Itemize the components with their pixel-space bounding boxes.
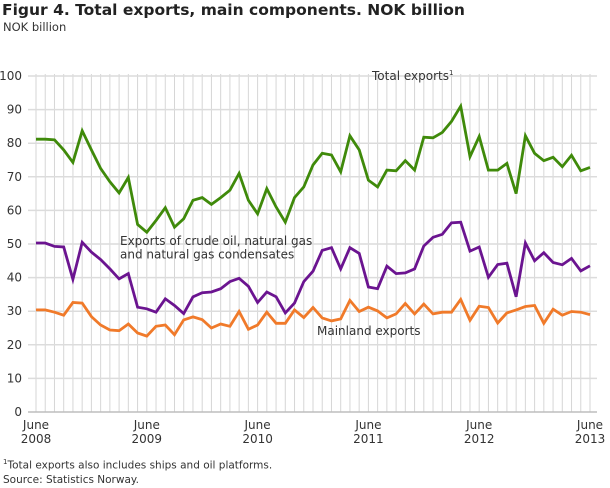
y-tick-label: 30 xyxy=(7,304,22,318)
y-tick-label: 20 xyxy=(7,338,22,352)
x-tick-label-month: June xyxy=(133,418,160,432)
y-axis-unit-label: NOK billion xyxy=(3,20,67,34)
series-label-text: Total exports xyxy=(371,69,449,83)
series-label-mainland-exports: Mainland exports xyxy=(317,324,421,338)
source-note: Source: Statistics Norway. xyxy=(3,474,139,486)
series-label-total-exports: Total exports1 xyxy=(371,69,453,83)
y-tick-label: 70 xyxy=(7,170,22,184)
x-tick-label-year: 2010 xyxy=(242,432,273,446)
x-tick-label-year: 2011 xyxy=(353,432,384,446)
series-labels: Total exports1 Exports of crude oil, natu… xyxy=(120,69,453,338)
x-tick-label-month: June xyxy=(22,418,49,432)
x-tick-label-year: 2013 xyxy=(575,432,606,446)
y-tick-label: 90 xyxy=(7,103,22,117)
grid xyxy=(28,74,597,413)
series-lines xyxy=(36,102,591,338)
x-tick-label-month: June xyxy=(576,418,603,432)
y-tick-label: 60 xyxy=(7,203,22,217)
total-exports-line xyxy=(36,102,591,235)
y-tick-label: 10 xyxy=(7,371,22,385)
series-label-crude-oil-gas-exports: Exports of crude oil, natural gas xyxy=(120,234,312,248)
y-tick-label: 50 xyxy=(7,237,22,251)
x-tick-label-year: 2012 xyxy=(464,432,495,446)
x-tick-label-month: June xyxy=(354,418,381,432)
y-tick-label: 40 xyxy=(7,271,22,285)
x-axis-ticks: June2008June2009June2010June2011June2012… xyxy=(21,418,606,446)
y-tick-label: 0 xyxy=(14,405,22,419)
crude-oil-gas-exports-line xyxy=(36,220,591,316)
x-tick-label-year: 2009 xyxy=(132,432,163,446)
footnote-text: Total exports also includes ships and oi… xyxy=(7,459,273,472)
x-tick-label-month: June xyxy=(465,418,492,432)
y-tick-label: 80 xyxy=(7,136,22,150)
series-label-superscript: 1 xyxy=(449,69,453,77)
mainland-exports-line xyxy=(36,296,591,338)
x-tick-label-month: June xyxy=(244,418,271,432)
footnote-mark: 1 xyxy=(3,458,8,466)
footnote: 1Total exports also includes ships and o… xyxy=(3,458,272,472)
series-label-crude-oil-gas-exports: and natural gas condensates xyxy=(120,248,294,262)
x-tick-label-year: 2008 xyxy=(21,432,52,446)
y-tick-label: 100 xyxy=(0,69,22,83)
chart-title: Figur 4. Total exports, main components.… xyxy=(2,1,465,19)
y-axis-ticks: 0 10 20 30 40 50 60 70 80 90 100 xyxy=(0,69,22,419)
